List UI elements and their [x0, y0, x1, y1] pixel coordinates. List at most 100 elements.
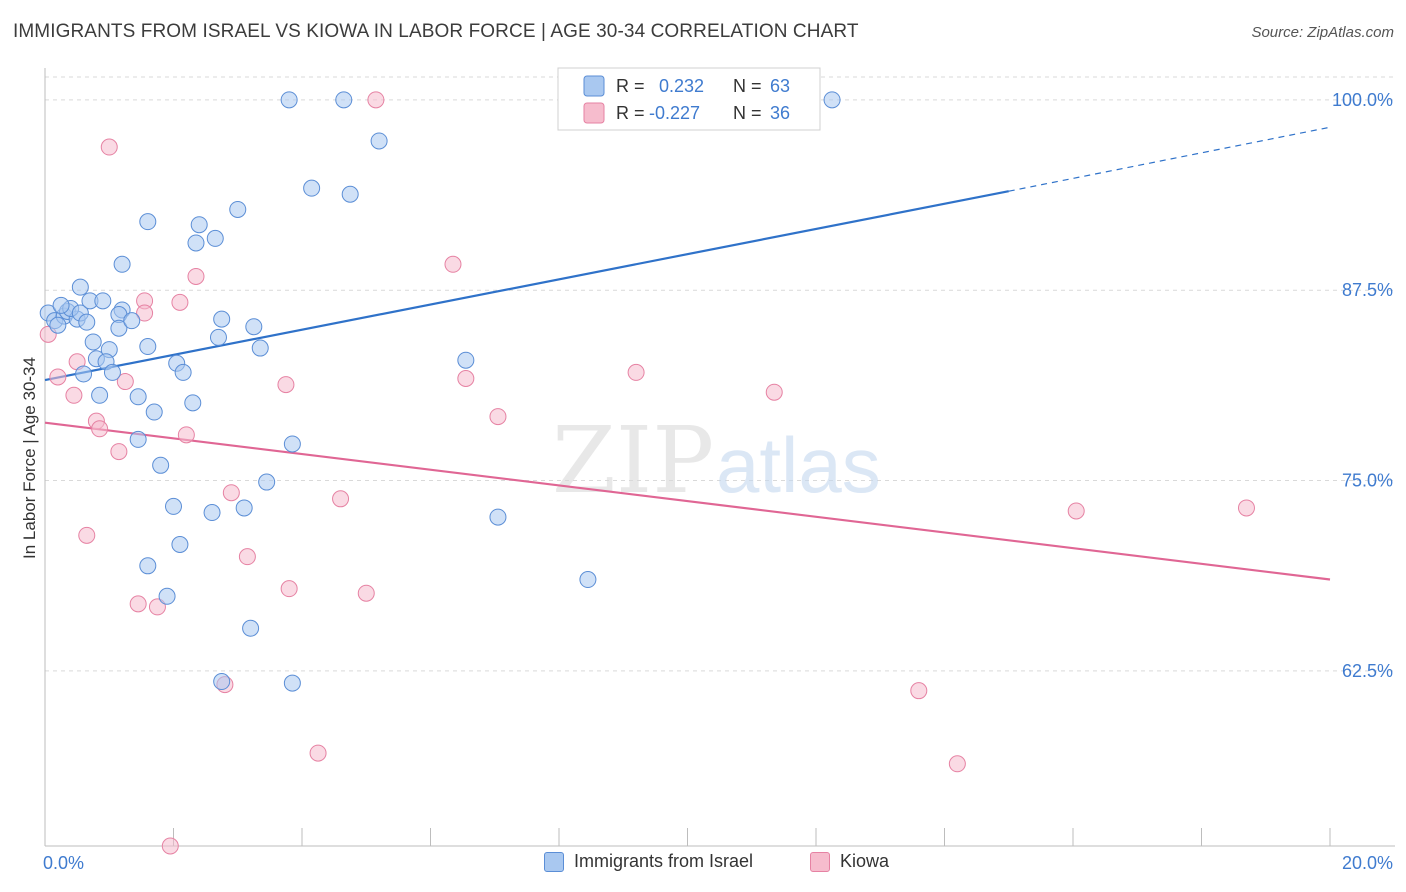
point-kiowa [457, 370, 475, 388]
point-kiowa [177, 426, 195, 444]
point-israel [213, 310, 231, 328]
point-israel [457, 351, 475, 369]
point-kiowa [444, 255, 462, 273]
legend-n-label-pink: N = [733, 103, 762, 123]
point-kiowa [171, 293, 189, 311]
point-kiowa [627, 363, 645, 381]
point-israel [258, 473, 276, 491]
trend-line-israel [44, 190, 1009, 382]
point-israel [145, 403, 163, 421]
point-israel [579, 571, 597, 589]
point-kiowa [332, 490, 350, 508]
y-tick-label: 62.5% [1342, 661, 1393, 681]
point-kiowa [110, 443, 128, 461]
legend-swatch-blue [583, 75, 605, 97]
legend-n-value-pink: 36 [770, 103, 790, 123]
legend-item-israel: Immigrants from Israel [544, 851, 753, 872]
watermark: ZIP atlas [552, 407, 881, 514]
point-israel [203, 504, 221, 522]
point-kiowa [948, 755, 966, 773]
point-kiowa [367, 91, 385, 109]
point-israel [184, 394, 202, 412]
point-israel [251, 339, 269, 357]
point-israel [823, 91, 841, 109]
point-kiowa [116, 373, 134, 391]
point-kiowa [78, 526, 96, 544]
point-israel [139, 213, 157, 231]
legend-r-value-blue: 0.232 [659, 76, 704, 96]
point-israel [75, 365, 93, 383]
legend-r-label-pink: R = [616, 103, 645, 123]
point-israel [341, 185, 359, 203]
legend-swatch-pink [583, 102, 605, 124]
trend-line-kiowa [44, 421, 1331, 581]
point-kiowa [910, 682, 928, 700]
point-israel [94, 292, 112, 310]
trend-line-israel-extension [1008, 126, 1331, 192]
point-israel [489, 508, 507, 526]
chart-title: IMMIGRANTS FROM ISRAEL VS KIOWA IN LABOR… [13, 21, 859, 42]
x-tick-label: 0.0% [43, 853, 84, 873]
point-kiowa [309, 744, 327, 762]
axes-layer [44, 68, 1395, 847]
point-israel [49, 316, 67, 334]
point-kiowa [222, 484, 240, 502]
point-israel [139, 338, 157, 356]
y-tick-label: 87.5% [1342, 280, 1393, 300]
tick-label-layer: 62.5% 75.0% 87.5% 100.0% 0.0% 20.0% [43, 90, 1393, 873]
legend-label-israel: Immigrants from Israel [574, 851, 754, 871]
point-kiowa [277, 376, 295, 394]
point-israel [245, 318, 263, 336]
point-israel [213, 673, 231, 691]
y-tick-label: 100.0% [1332, 90, 1393, 110]
point-israel [187, 234, 205, 252]
watermark-zip: ZIP [552, 407, 714, 514]
point-israel [103, 363, 121, 381]
point-kiowa [765, 383, 783, 401]
point-israel [113, 255, 131, 273]
point-israel [78, 313, 96, 331]
point-israel [52, 296, 70, 314]
point-kiowa [49, 368, 67, 386]
point-israel [283, 674, 301, 692]
point-kiowa [187, 267, 205, 285]
point-israel [84, 333, 102, 351]
legend-swatch-kiowa [810, 851, 830, 872]
point-israel [280, 91, 298, 109]
source-label: Source: ZipAtlas.com [1251, 24, 1394, 41]
point-israel [229, 200, 247, 218]
legend-bottom: Immigrants from Israel Kiowa [0, 851, 1406, 879]
point-kiowa [238, 548, 256, 566]
point-israel [174, 363, 192, 381]
point-kiowa [91, 420, 109, 438]
point-israel [71, 278, 89, 296]
point-israel [235, 499, 253, 517]
x-tick-label: 20.0% [1342, 853, 1393, 873]
point-kiowa [65, 386, 83, 404]
point-israel [206, 229, 224, 247]
point-israel [139, 557, 157, 575]
point-israel [283, 435, 301, 453]
point-israel [190, 216, 208, 234]
point-israel [123, 312, 141, 330]
point-israel [165, 497, 182, 515]
point-israel [129, 430, 147, 448]
point-kiowa [161, 837, 179, 855]
point-israel [335, 91, 353, 109]
point-israel [129, 388, 147, 406]
point-kiowa [136, 304, 154, 322]
points-layer [39, 91, 1255, 855]
trend-layer [44, 126, 1331, 581]
y-tick-label: 75.0% [1342, 471, 1393, 491]
point-israel [171, 535, 189, 553]
point-kiowa [280, 580, 298, 598]
point-israel [110, 319, 128, 337]
point-kiowa [100, 138, 118, 156]
legend-r-label-blue: R = [616, 76, 645, 96]
legend-label-kiowa: Kiowa [840, 851, 890, 871]
legend-item-kiowa: Kiowa [810, 851, 889, 872]
point-israel [158, 587, 176, 605]
point-kiowa [489, 408, 507, 426]
point-israel [91, 386, 109, 404]
